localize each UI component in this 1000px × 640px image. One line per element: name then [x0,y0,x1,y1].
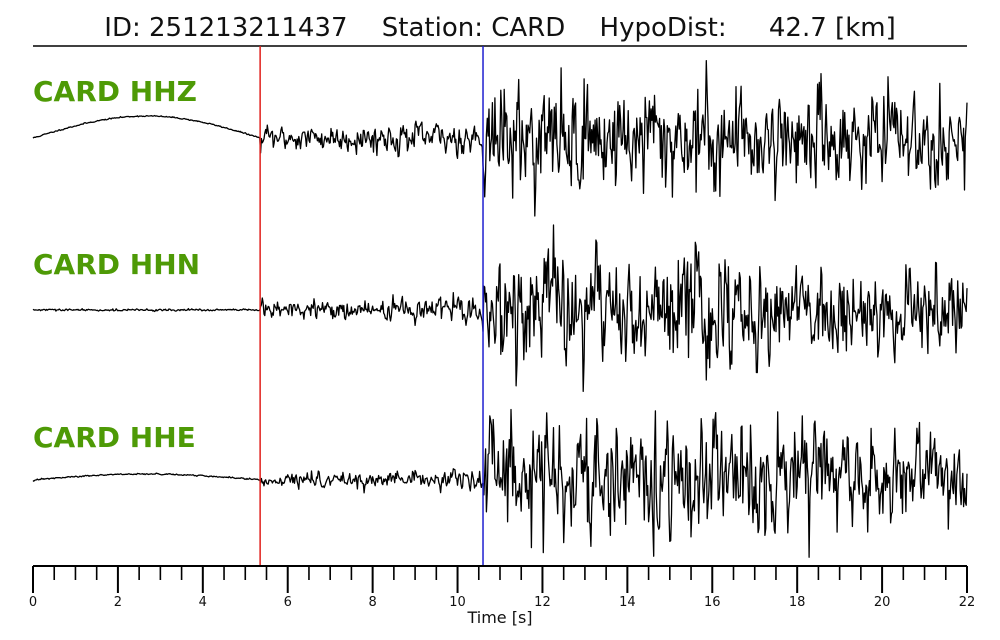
tick-label: 0 [29,595,37,610]
tick-label: 10 [449,595,466,610]
channel-label-hhe: CARD HHE [33,421,196,454]
hypodist-label: HypoDist: [600,13,727,43]
time-axis: 0 2 4 6 8 10 12 14 16 18 20 22 [29,565,976,610]
hypodist-value: 42.7 [km] [769,13,896,43]
station-name: Station: CARD [382,13,566,43]
channel-label-hhn: CARD HHN [33,248,200,281]
trace-hhn: CARD HHN [32,224,968,393]
tick-label: 18 [789,595,806,610]
trace-hhz: CARD HHZ [32,60,968,217]
tick-label: 20 [874,595,891,610]
trace-hhz-waveform [32,60,968,217]
tick-label: 22 [959,595,976,610]
tick-label: 12 [534,595,551,610]
channel-label-hhz: CARD HHZ [33,75,197,108]
trace-hhe: CARD HHE [32,408,968,558]
trace-hhe-waveform [32,408,968,558]
time-axis-label: Time [s] [466,608,532,627]
figure-title: ID: 251213211437 Station: CARD HypoDist:… [104,13,895,43]
tick-label: 2 [114,595,122,610]
tick-label: 8 [368,595,376,610]
event-id: ID: 251213211437 [104,13,347,43]
tick-label: 14 [619,595,636,610]
tick-label: 6 [284,595,292,610]
trace-hhn-waveform [32,224,968,393]
tick-label: 16 [704,595,721,610]
tick-label: 4 [199,595,207,610]
